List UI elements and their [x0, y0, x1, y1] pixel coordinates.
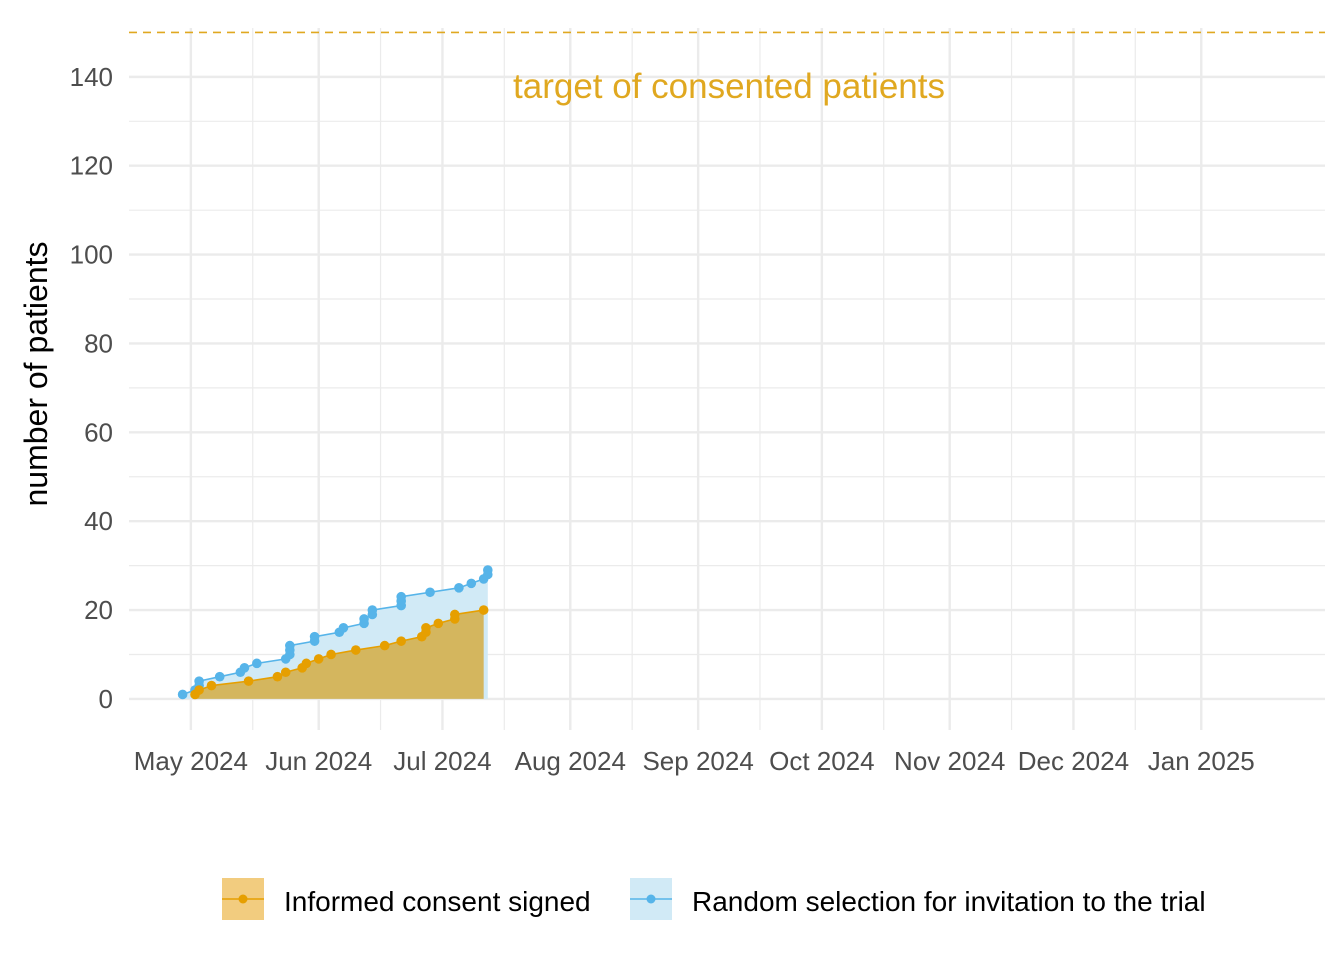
point-random — [252, 658, 262, 669]
point-random — [359, 614, 369, 624]
x-tick-label: Dec 2024 — [1018, 746, 1129, 776]
legend-item-random: Random selection for invitation to the t… — [630, 878, 1206, 920]
point-consent — [396, 636, 406, 646]
x-tick-label: Nov 2024 — [894, 746, 1005, 776]
y-tick-label: 140 — [70, 62, 113, 92]
point-consent — [379, 640, 390, 651]
y-tick-label: 40 — [84, 506, 113, 536]
point-random — [338, 623, 349, 633]
y-tick-label: 20 — [84, 595, 113, 625]
point-consent — [301, 658, 312, 669]
point-random — [396, 591, 406, 602]
y-axis-ticks: 0 20 40 60 80 100 120 140 — [70, 62, 113, 714]
point-consent — [313, 654, 324, 664]
legend-label-random: Random selection for invitation to the t… — [692, 886, 1206, 917]
point-consent — [351, 645, 361, 655]
point-random — [285, 640, 295, 651]
legend-key-consent-point — [238, 894, 248, 904]
point-consent — [272, 671, 283, 682]
point-consent — [326, 649, 336, 660]
legend-key-random-point — [646, 894, 656, 904]
target-annotation: target of consented patients — [513, 67, 945, 106]
point-random — [454, 583, 464, 593]
grid-layer — [129, 28, 1325, 730]
point-consent — [194, 685, 204, 695]
point-consent — [206, 680, 217, 691]
legend: Informed consent signed Random selection… — [222, 878, 1206, 920]
point-random — [214, 671, 225, 682]
y-tick-label: 100 — [70, 240, 113, 270]
x-tick-label: Oct 2024 — [769, 746, 875, 776]
point-consent — [421, 623, 431, 633]
y-axis-title: number of patients — [18, 241, 54, 506]
x-tick-label: Sep 2024 — [642, 746, 753, 776]
point-random — [367, 605, 378, 615]
point-consent — [478, 605, 489, 615]
area-consent — [194, 610, 484, 699]
point-random — [483, 565, 493, 575]
x-tick-label: Jun 2024 — [265, 746, 372, 776]
reference-line-layer: target of consented patients — [129, 31, 1325, 106]
point-consent — [243, 676, 254, 686]
point-random — [194, 676, 204, 686]
point-random — [177, 689, 188, 700]
point-random — [309, 631, 320, 642]
x-tick-label: Jan 2025 — [1148, 746, 1255, 776]
point-consent — [433, 618, 444, 629]
x-axis-ticks: May 2024 Jun 2024 Jul 2024 Aug 2024 Sep 2024… — [134, 746, 1255, 776]
y-tick-label: 80 — [84, 328, 113, 358]
y-tick-label: 120 — [70, 151, 113, 181]
point-consent — [450, 609, 460, 620]
x-tick-label: May 2024 — [134, 746, 248, 776]
point-random — [239, 662, 250, 673]
x-tick-label: Aug 2024 — [515, 746, 626, 776]
y-tick-label: 0 — [99, 684, 113, 714]
point-layer — [177, 565, 493, 700]
legend-label-consent: Informed consent signed — [284, 886, 591, 917]
legend-item-consent: Informed consent signed — [222, 878, 591, 920]
x-tick-label: Jul 2024 — [393, 746, 491, 776]
point-consent — [280, 667, 291, 678]
point-random — [466, 578, 477, 589]
point-random — [425, 587, 435, 598]
y-tick-label: 60 — [84, 417, 113, 447]
